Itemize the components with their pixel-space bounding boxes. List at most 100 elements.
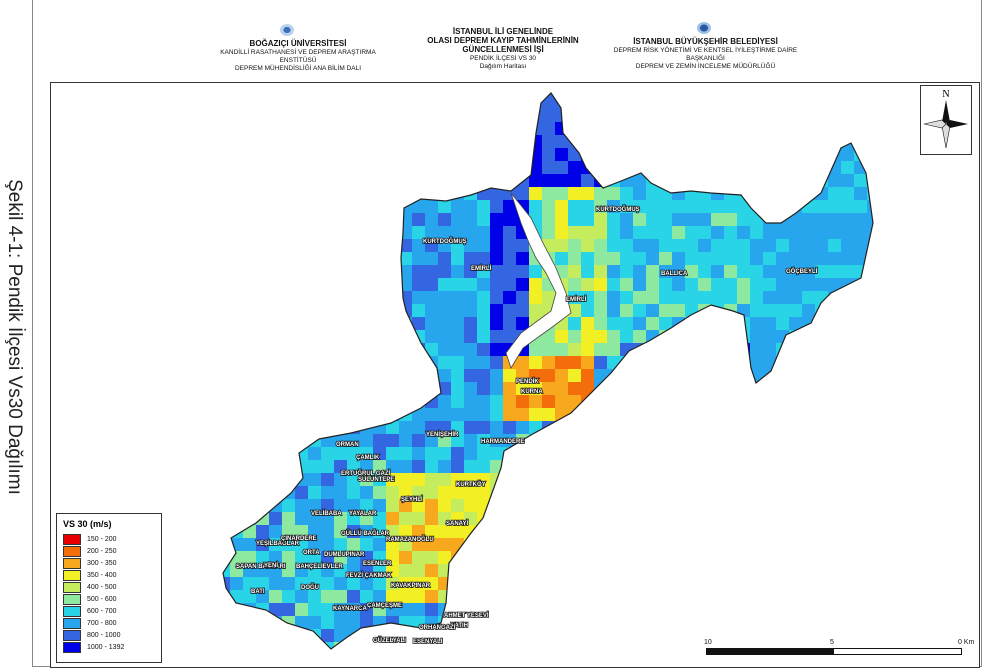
vs30-cell <box>360 122 373 135</box>
vs30-cell <box>776 447 789 460</box>
vs30-cell <box>633 395 646 408</box>
vs30-cell <box>698 525 711 538</box>
vs30-cell <box>516 265 529 278</box>
vs30-cell <box>542 226 555 239</box>
vs30-cell <box>711 447 724 460</box>
vs30-cell <box>711 239 724 252</box>
vs30-cell <box>555 577 568 590</box>
vs30-cell <box>334 473 347 486</box>
vs30-cell <box>223 577 230 590</box>
vs30-cell <box>620 304 633 317</box>
vs30-cell <box>295 135 308 148</box>
vs30-cell <box>880 421 893 434</box>
vs30-cell <box>867 512 873 525</box>
vs30-cell <box>223 382 230 395</box>
vs30-cell <box>308 629 321 642</box>
vs30-cell <box>555 226 568 239</box>
vs30-cell <box>490 135 503 148</box>
vs30-cell <box>867 538 873 551</box>
vs30-cell <box>360 135 373 148</box>
vs30-cell <box>607 642 620 649</box>
vs30-cell <box>867 174 873 187</box>
vs30-cell <box>776 369 789 382</box>
vs30-cell <box>191 213 204 226</box>
vs30-cell <box>204 473 217 486</box>
vs30-cell <box>490 642 503 649</box>
vs30-cell <box>360 291 373 304</box>
legend-label: 300 - 350 <box>87 559 117 567</box>
vs30-cell <box>438 291 451 304</box>
legend-swatch <box>63 629 81 641</box>
vs30-cell <box>841 291 854 304</box>
vs30-cell <box>386 551 399 564</box>
legend-item: 200 - 250 <box>63 545 161 557</box>
vs30-cell <box>594 473 607 486</box>
vs30-cell <box>477 642 490 649</box>
vs30-cell <box>282 356 295 369</box>
vs30-cell <box>308 642 321 649</box>
vs30-cell <box>737 564 750 577</box>
legend-item: 350 - 400 <box>63 569 161 581</box>
vs30-cell <box>399 421 412 434</box>
vs30-cell <box>698 434 711 447</box>
vs30-cell <box>204 226 217 239</box>
vs30-cell <box>555 148 568 161</box>
vs30-cell <box>334 200 347 213</box>
vs30-cell <box>555 629 568 642</box>
vs30-cell <box>191 486 204 499</box>
vs30-cell <box>399 200 412 213</box>
vs30-cell <box>282 252 295 265</box>
vs30-cell <box>841 421 854 434</box>
vs30-cell <box>802 564 815 577</box>
vs30-cell <box>243 486 256 499</box>
vs30-cell <box>529 434 542 447</box>
vs30-cell <box>620 525 633 538</box>
vs30-cell <box>529 642 542 649</box>
vs30-cell <box>633 499 646 512</box>
vs30-cell <box>789 590 802 603</box>
vs30-cell <box>568 538 581 551</box>
vs30-cell <box>191 642 204 655</box>
vs30-cell <box>256 499 269 512</box>
place-label: PENDİK <box>516 378 539 385</box>
vs30-cell <box>308 512 321 525</box>
vs30-cell <box>204 525 217 538</box>
vs30-cell <box>204 577 217 590</box>
vs30-cell <box>223 642 230 649</box>
vs30-cell <box>360 369 373 382</box>
vs30-cell <box>815 447 828 460</box>
vs30-cell <box>659 135 672 148</box>
vs30-cell <box>776 408 789 421</box>
vs30-cell <box>282 525 295 538</box>
vs30-cell <box>490 291 503 304</box>
vs30-cell <box>321 265 334 278</box>
vs30-cell <box>269 486 282 499</box>
vs30-cell <box>828 317 841 330</box>
vs30-cell <box>529 343 542 356</box>
vs30-cell <box>373 226 386 239</box>
vs30-cell <box>789 93 802 96</box>
vs30-cell <box>308 525 321 538</box>
vs30-cell <box>191 512 204 525</box>
vs30-cell <box>828 122 841 135</box>
vs30-cell <box>867 382 873 395</box>
vs30-cell <box>711 603 724 616</box>
vs30-cell <box>659 161 672 174</box>
vs30-cell <box>659 421 672 434</box>
vs30-cell <box>477 382 490 395</box>
vs30-cell <box>191 343 204 356</box>
vs30-cell <box>594 109 607 122</box>
vs30-cell <box>750 551 763 564</box>
vs30-cell <box>646 499 659 512</box>
vs30-cell <box>230 473 243 486</box>
vs30-cell <box>789 538 802 551</box>
vs30-cell <box>269 590 282 603</box>
vs30-cell <box>659 304 672 317</box>
vs30-cell <box>841 551 854 564</box>
vs30-cell <box>516 369 529 382</box>
vs30-cell <box>646 486 659 499</box>
vs30-cell <box>223 161 230 174</box>
vs30-cell <box>451 564 464 577</box>
vs30-cell <box>776 655 789 667</box>
vs30-cell <box>438 486 451 499</box>
